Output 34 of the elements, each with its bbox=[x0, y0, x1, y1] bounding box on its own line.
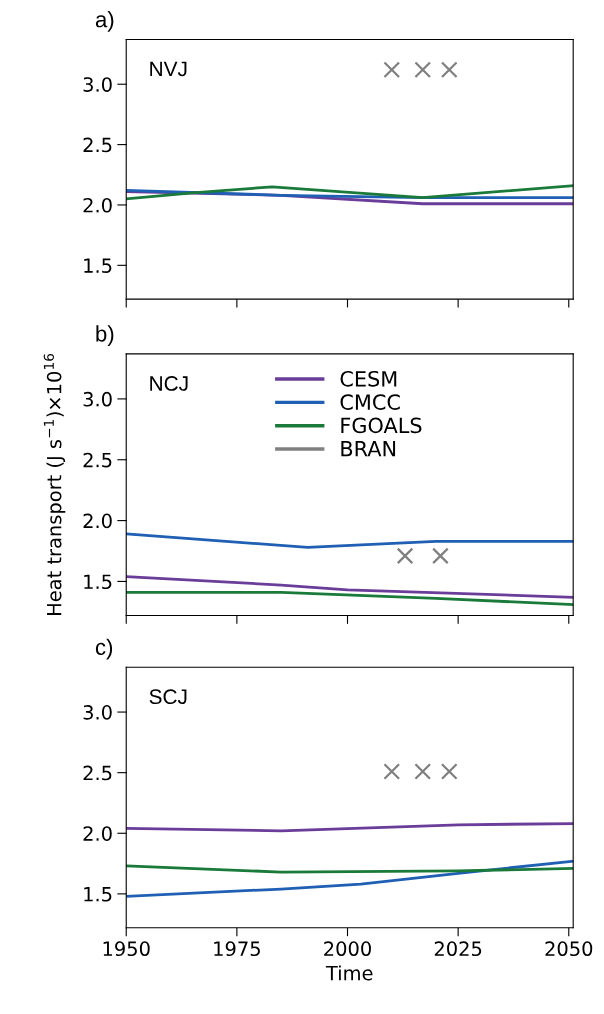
x-tick-label: 2000 bbox=[324, 941, 371, 957]
x-tick-label: 1975 bbox=[214, 941, 260, 957]
y-tick-label: 1.5 bbox=[84, 574, 112, 590]
y-tick-label: 2.5 bbox=[83, 765, 112, 781]
legend-label: CESM bbox=[340, 370, 397, 387]
chart-title: c) bbox=[95, 638, 113, 660]
legend-label: CMCC bbox=[340, 394, 400, 410]
line-series bbox=[126, 859, 574, 898]
y-tick-label: 1.5 bbox=[84, 258, 112, 273]
y-tick-label: 3.0 bbox=[83, 391, 112, 407]
legend-label: BRAN bbox=[341, 441, 396, 457]
chart-title: b) bbox=[96, 325, 114, 347]
y-tick-label: 2.0 bbox=[83, 513, 112, 529]
legend-label: FGOALS bbox=[341, 417, 422, 434]
x-tick-label: 2050 bbox=[545, 941, 593, 957]
x-axis-title: Time bbox=[325, 965, 373, 981]
annotation: NVJ bbox=[150, 61, 187, 77]
y-tick-label: 3.0 bbox=[83, 705, 112, 720]
x-tick-label: 2025 bbox=[434, 941, 482, 957]
y-tick-label: 2.0 bbox=[83, 197, 112, 213]
line-series bbox=[126, 184, 574, 201]
annotation: SCJ bbox=[149, 689, 187, 705]
line-series bbox=[126, 575, 574, 599]
y-axis-title: Heat transport (J s$^{−1}$)×10$^{16}$ bbox=[43, 353, 66, 616]
y-tick-label: 2.5 bbox=[83, 137, 112, 153]
y-tick-label: 2.5 bbox=[83, 452, 112, 468]
line-series bbox=[126, 822, 574, 833]
line-series bbox=[126, 864, 574, 874]
x-tick-label: 1950 bbox=[103, 941, 150, 957]
y-tick-label: 3.0 bbox=[83, 77, 112, 92]
chart-title: a) bbox=[95, 11, 114, 32]
annotation: NCJ bbox=[150, 376, 188, 391]
y-tick-label: 1.5 bbox=[84, 887, 112, 902]
y-tick-label: 2.0 bbox=[83, 826, 112, 841]
